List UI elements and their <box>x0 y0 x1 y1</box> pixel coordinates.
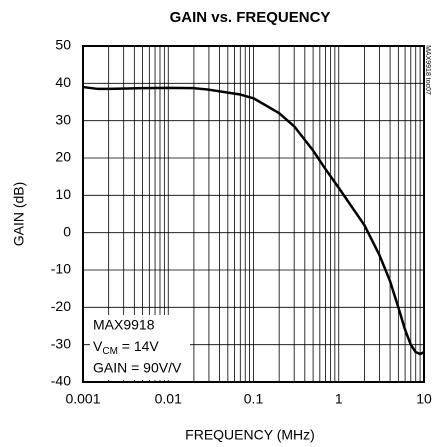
x-tick-label: 0.01 <box>155 391 182 407</box>
y-tick-label: -20 <box>51 298 71 314</box>
side-note: MAX9918 toc07 <box>424 45 431 95</box>
y-tick-label: 30 <box>55 111 71 127</box>
x-tick-label: 1 <box>335 391 343 407</box>
gain-curve <box>82 85 425 356</box>
y-tick-label: 40 <box>55 74 71 90</box>
annotation: MAX9918 <box>93 317 155 333</box>
annotation: VCM = 14V <box>93 338 159 357</box>
y-tick-label: 50 <box>55 37 71 53</box>
x-tick-label: 10 <box>416 391 432 407</box>
x-tick-label: 0.1 <box>244 391 264 407</box>
y-tick-label: -40 <box>51 373 71 389</box>
x-axis-label: FREQUENCY (MHz) <box>185 427 315 443</box>
annotation: GAIN = 90V/V <box>93 360 182 376</box>
annotation-part: = 14V <box>118 338 160 354</box>
chart-title: GAIN vs. FREQUENCY <box>170 9 331 26</box>
y-tick-label: 20 <box>55 149 71 165</box>
annotation-box <box>90 315 190 380</box>
x-tick-label: 0.001 <box>65 391 100 407</box>
y-tick-label: 10 <box>55 186 71 202</box>
annotation-part: V <box>93 338 103 354</box>
y-tick-label: -10 <box>51 261 71 277</box>
plot-frame <box>82 45 425 383</box>
y-tick-label: -30 <box>51 335 71 351</box>
y-tick-label: 0 <box>63 223 71 239</box>
annotation-part: CM <box>102 346 118 357</box>
y-axis-label: GAIN (dB) <box>11 182 27 247</box>
